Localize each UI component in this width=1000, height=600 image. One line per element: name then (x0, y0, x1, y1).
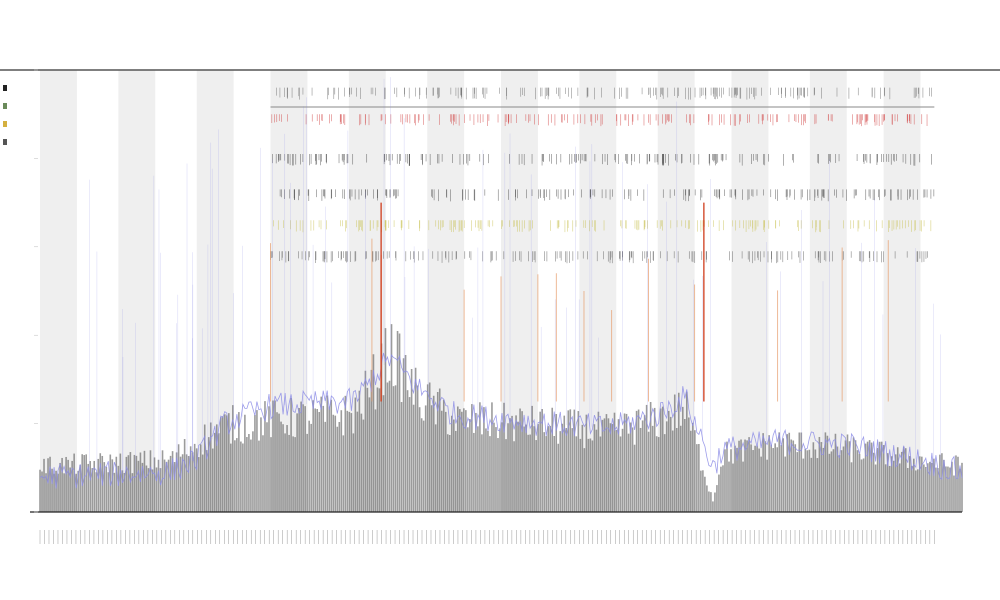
series-1-line (39, 352, 963, 489)
legend-swatch-0 (3, 85, 7, 91)
legend-swatch-3 (3, 139, 7, 145)
shaded-band-0 (40, 70, 77, 512)
legend-swatch-2 (3, 121, 7, 127)
legend-swatch-1 (3, 103, 7, 109)
shaded-band-11 (883, 70, 921, 512)
shaded-band-10 (809, 70, 847, 512)
shaded-band-1 (118, 70, 156, 512)
